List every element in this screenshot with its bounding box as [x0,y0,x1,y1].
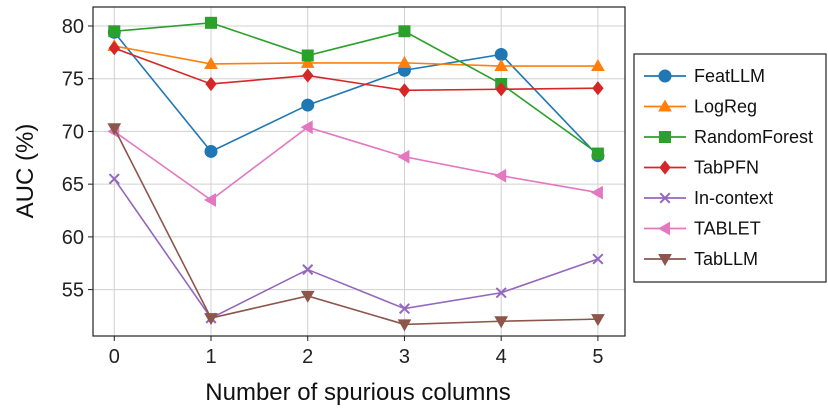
data-point-randomforest [398,25,411,38]
y-tick-label: 75 [62,69,84,91]
data-point-logreg [494,59,509,72]
data-point-tablet [494,168,507,183]
legend-label-randomforest: RandomForest [694,127,813,147]
data-point-tabllm [107,123,122,136]
series-line-randomforest [114,22,599,155]
data-point-tabpfn [398,83,411,98]
legend-marker-randomforest [659,131,671,143]
data-point-randomforest [591,147,604,160]
data-point-tablet [397,149,410,164]
legend-marker-featllm [658,69,672,83]
data-point-randomforest [108,25,121,38]
x-tick-label: 5 [592,346,603,368]
plot-area-frame [92,6,626,337]
data-point-tabpfn [205,76,217,92]
series-tabllm [107,123,605,332]
data-point-tablet [590,185,603,200]
series-line-tabpfn [114,47,598,92]
y-axis-title: AUC (%) [12,124,39,219]
legend-entry-tabllm: TabLLM [644,249,758,269]
x-tick-label: 4 [496,346,507,368]
legend-entry-tabpfn: TabPFN [644,158,759,178]
data-point-tablet [203,193,217,207]
series-logreg [107,39,605,72]
data-point-featllm [204,144,218,158]
x-tick-label: 3 [399,346,410,368]
x-axis-title: Number of spurious columns [205,379,510,406]
data-point-in-context [108,173,120,185]
series-line-in-context [113,178,599,320]
data-point-tabpfn [495,82,507,97]
legend-entry-featllm: FeatLLM [644,66,765,86]
data-point-featllm [301,98,315,112]
legend-marker-tabllm [658,254,672,267]
data-point-featllm [494,47,508,61]
legend-label-featllm: FeatLLM [694,66,765,86]
legend-label-tabllm: TabLLM [694,249,758,269]
data-point-tabllm [204,313,218,326]
series-line-featllm [113,31,599,157]
legend-label-tablet: TABLET [694,219,761,239]
data-point-logreg [204,56,218,69]
data-point-in-context [302,264,314,276]
legend-label-logreg: LogReg [694,97,757,117]
y-tick-label: 70 [62,121,84,143]
data-point-in-context [398,303,410,315]
data-point-randomforest [301,49,314,62]
series-tabpfn [108,41,604,98]
data-point-tabllm [397,319,412,332]
series-line-tabllm [113,127,598,326]
data-point-tablet [300,120,313,135]
data-point-logreg [300,55,315,68]
legend-entry-tablet: TABLET [644,219,761,239]
legend: FeatLLM LogReg RandomForest TabPFN In-contex… [633,53,827,283]
x-tick-label: 0 [109,346,120,368]
data-point-tabpfn [302,68,314,83]
y-tick-label: 55 [62,280,84,302]
data-point-tabllm [494,316,509,329]
legend-label-tabpfn: TabPFN [694,158,759,178]
legend-marker-logreg [658,99,672,112]
data-point-tabllm [591,314,605,327]
legend-entry-randomforest: RandomForest [644,127,813,147]
legend-marker-in-context [659,192,671,204]
legend-entry-logreg: LogReg [644,97,757,117]
data-point-logreg [397,55,412,68]
data-point-in-context [495,287,507,299]
x-tick-label: 1 [205,346,216,368]
x-tick-label: 2 [302,346,313,368]
data-point-tabpfn [108,41,120,56]
legend-marker-tabpfn [659,160,671,175]
legend-entry-in-context: In-context [644,188,773,208]
series-line-logreg [114,45,598,67]
series-layer [107,16,605,332]
legend-marker-tablet [657,221,670,236]
data-point-tabpfn [592,81,604,96]
y-tick-label: 60 [62,227,84,249]
data-point-tabllm [300,290,315,303]
y-tick-label: 65 [62,174,84,196]
data-point-randomforest [205,16,218,29]
y-tick-label: 80 [62,16,84,38]
series-in-context [108,173,604,324]
series-tablet [107,120,603,207]
legend-label-in-context: In-context [694,188,773,208]
data-point-logreg [591,59,605,72]
data-point-in-context [592,253,604,265]
series-line-tablet [113,126,599,201]
